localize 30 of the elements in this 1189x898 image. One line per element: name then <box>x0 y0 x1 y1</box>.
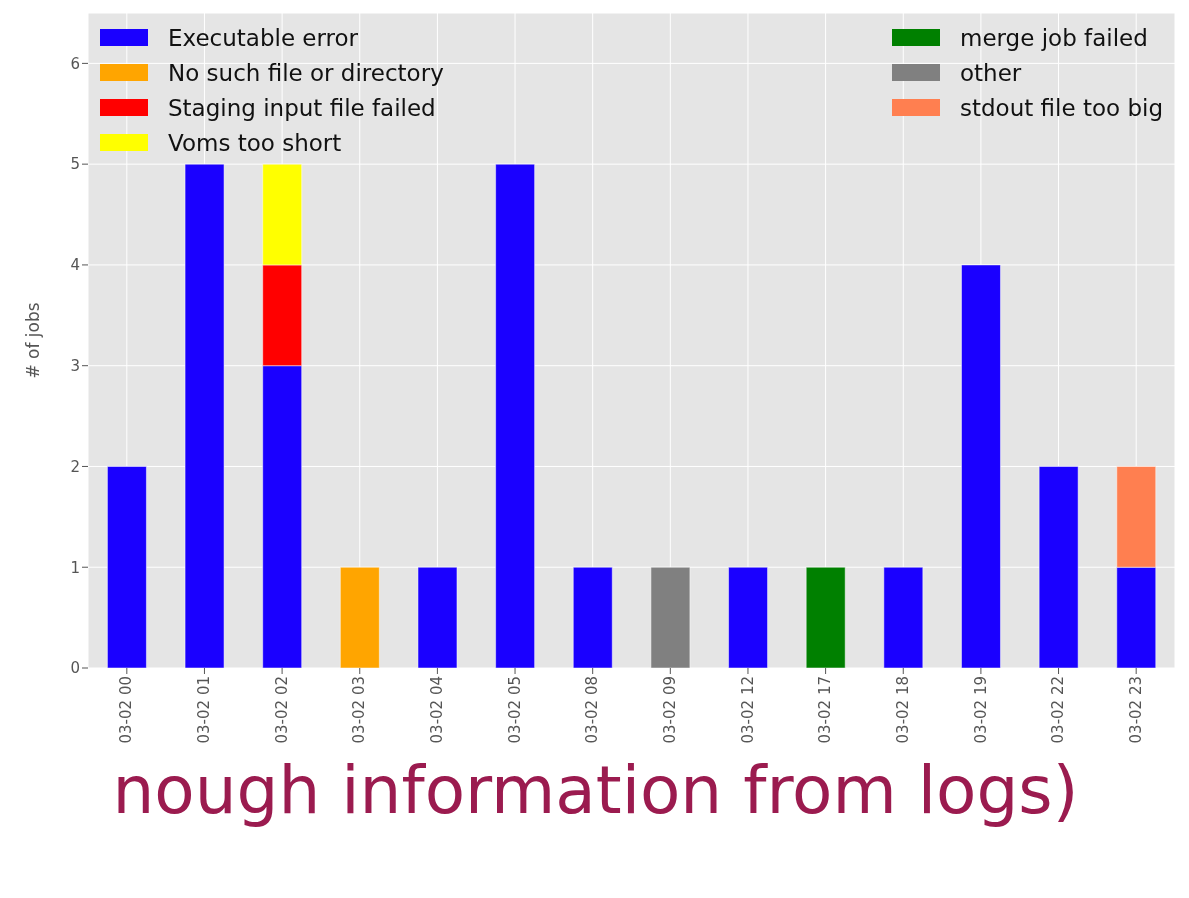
legend-label: Voms too short <box>168 129 342 156</box>
y-tick-label: 5 <box>70 155 80 174</box>
legend-label: other <box>960 59 1022 86</box>
x-tick-label: 03-02 09 <box>660 676 679 744</box>
x-tick-label: 03-02 01 <box>195 676 214 744</box>
x-tick-label: 03-02 05 <box>505 676 524 744</box>
y-tick-label: 0 <box>70 659 80 678</box>
x-tick-label: 03-02 08 <box>583 676 602 744</box>
x-tick-label: 03-02 19 <box>971 676 990 744</box>
x-tick-label: 03-02 04 <box>428 676 447 744</box>
x-tick-label: 03-02 18 <box>893 676 912 744</box>
x-tick-label: 03-02 22 <box>1049 676 1068 744</box>
legend-label: Staging input file failed <box>168 94 436 121</box>
legend-label: merge job failed <box>960 24 1148 51</box>
y-tick-label: 6 <box>70 54 80 73</box>
x-tick-label: 03-02 00 <box>117 676 136 744</box>
legend-label: Executable error <box>168 24 359 51</box>
x-tick-label: 03-02 02 <box>272 676 291 744</box>
y-axis-title: # of jobs <box>23 302 44 379</box>
y-tick-label: 4 <box>70 256 80 275</box>
x-tick-label: 03-02 12 <box>738 676 757 744</box>
text: nough information from logs) <box>111 751 1080 831</box>
legend-label: stdout file too big <box>960 94 1163 121</box>
x-tick-label: 03-02 17 <box>816 676 835 744</box>
legend-label: No such file or directory <box>168 59 444 86</box>
y-tick-label: 3 <box>70 357 80 376</box>
x-tick-label: 03-02 23 <box>1126 676 1145 744</box>
y-tick-label: 1 <box>70 558 80 577</box>
y-tick-label: 2 <box>70 457 80 476</box>
x-tick-label: 03-02 03 <box>350 676 369 744</box>
